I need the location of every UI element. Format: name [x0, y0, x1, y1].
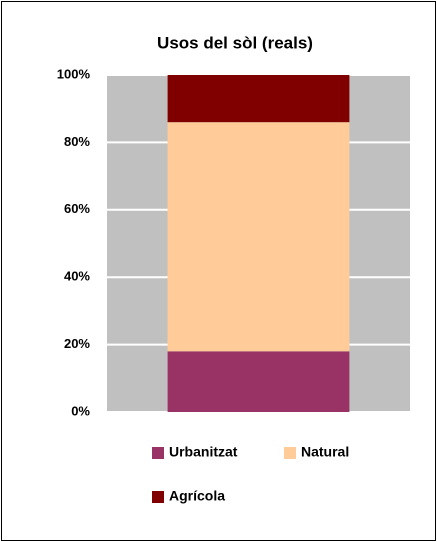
legend-swatch [152, 447, 164, 459]
y-tick-label: 0% [71, 403, 90, 418]
bar-segment [167, 75, 350, 123]
bar-segment [167, 122, 350, 352]
y-tick-label: 60% [64, 201, 90, 216]
legend-swatch [152, 491, 164, 503]
legend-swatch [284, 447, 296, 459]
legend-label: Agrícola [169, 488, 225, 504]
bar-segment [167, 351, 350, 412]
legend-label: Natural [301, 444, 349, 460]
chart-title: Usos del sòl (reals) [157, 33, 313, 52]
y-tick-label: 20% [64, 336, 90, 351]
legend-label: Urbanitzat [169, 444, 238, 460]
y-tick-label: 80% [64, 134, 90, 149]
y-tick-label: 40% [64, 269, 90, 284]
y-tick-label: 100% [57, 66, 91, 81]
